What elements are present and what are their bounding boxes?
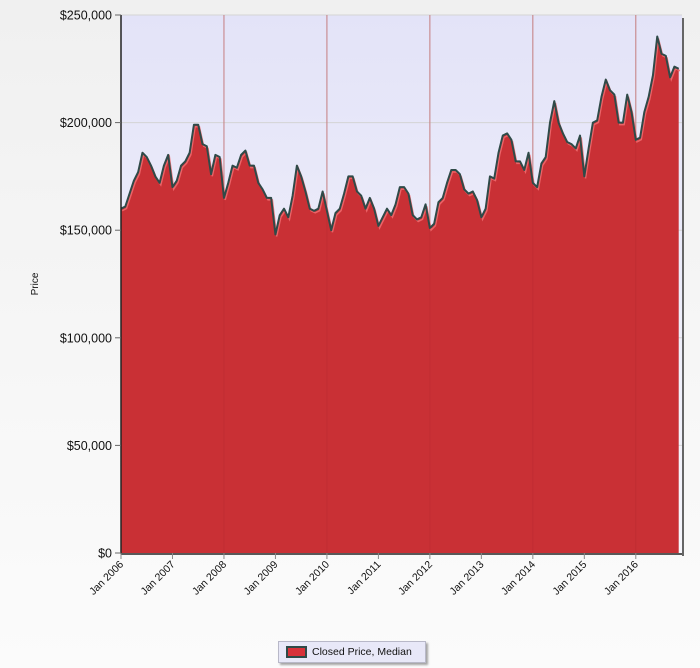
x-tick-label: Jan 2007 (139, 559, 178, 598)
y-tick-label: $50,000 (67, 439, 112, 453)
x-tick-label: Jan 2006 (87, 559, 126, 598)
price-area-chart: $0 $50,000 $100,000 $150,000 $200,000 $250,00… (30, 9, 684, 598)
x-tick-label: Jan 2011 (345, 559, 384, 598)
x-tick-label: Jan 2010 (293, 559, 332, 598)
y-tick-label: $100,000 (60, 331, 112, 345)
x-tick-label: Jan 2009 (242, 559, 281, 598)
y-axis-label: Price (30, 272, 41, 295)
x-tick-label: Jan 2015 (550, 559, 589, 598)
legend-swatch-closed-price-median (286, 646, 307, 658)
x-tick-label: Jan 2013 (447, 559, 486, 598)
legend: Closed Price, Median (278, 641, 426, 663)
data-series-closed-price-median (120, 15, 681, 553)
x-axis-ticks: Jan 2006 Jan 2007 Jan 2008 Jan 2009 Jan 2010… (87, 553, 641, 598)
x-tick-label: Jan 2016 (602, 559, 641, 598)
x-tick-label: Jan 2014 (499, 559, 538, 598)
y-tick-label: $250,000 (60, 9, 112, 23)
y-tick-label: $150,000 (60, 224, 112, 238)
x-tick-label: Jan 2012 (396, 559, 435, 598)
y-tick-label: $200,000 (60, 116, 112, 130)
legend-label: Closed Price, Median (312, 646, 412, 658)
y-axis-ticks: $0 $50,000 $100,000 $150,000 $200,000 $250,00… (60, 9, 121, 561)
x-tick-label: Jan 2008 (190, 559, 229, 598)
y-tick-label: $0 (98, 547, 112, 561)
